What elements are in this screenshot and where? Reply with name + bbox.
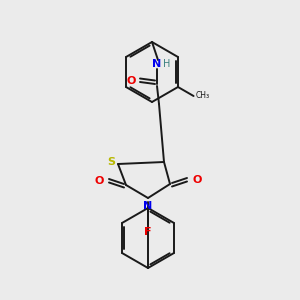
Text: S: S xyxy=(107,157,115,167)
Text: O: O xyxy=(94,176,104,186)
Text: O: O xyxy=(192,175,202,185)
Text: CH₃: CH₃ xyxy=(196,91,210,100)
Text: F: F xyxy=(144,227,152,237)
Text: N: N xyxy=(152,59,162,69)
Text: N: N xyxy=(143,201,153,211)
Text: H: H xyxy=(163,59,171,69)
Text: O: O xyxy=(126,76,136,86)
